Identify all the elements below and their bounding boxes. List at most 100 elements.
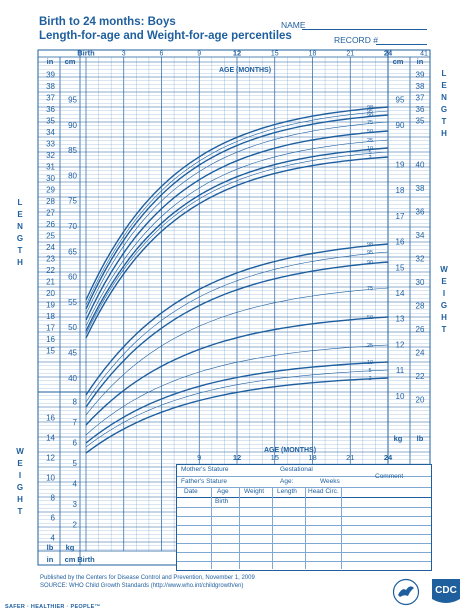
length-cm-tick: 95 <box>68 96 77 105</box>
record-table-row[interactable] <box>177 543 431 544</box>
side-title-weight-right: H <box>441 313 447 322</box>
length-in-tick: 25 <box>46 232 55 241</box>
length-in-tick: 23 <box>46 255 55 264</box>
weight-percentile-label: 5 <box>368 368 371 374</box>
length-percentile-label: 98 <box>367 105 373 111</box>
footer-tagline: SAFER · HEALTHIER · PEOPLE™ <box>5 604 101 610</box>
length-in-tick: 28 <box>46 197 55 206</box>
length-percentile-label: 5 <box>368 150 371 156</box>
length-in-tick: 34 <box>46 128 55 137</box>
length-in-tick: 22 <box>46 266 55 275</box>
side-title-weight-left: E <box>17 459 23 468</box>
length-in-tick: 19 <box>46 301 55 310</box>
bottom-age-tick: 9 <box>197 453 201 462</box>
birth-row-age: Birth <box>215 498 229 505</box>
cdc-logo-text: CDC <box>435 585 457 596</box>
weight-kg-tick: 7 <box>73 418 78 427</box>
bottom-birth-label: Birth <box>77 555 95 564</box>
side-title-weight-left: W <box>16 447 24 456</box>
top-axis-label: 9 <box>197 51 201 58</box>
unit-lb-label: lb <box>47 543 54 552</box>
weight-percentile-curve <box>85 344 389 436</box>
length-cm-tick: 60 <box>68 273 77 282</box>
weight-percentile-curve <box>85 251 389 403</box>
weight-kg-tick: 6 <box>73 439 78 448</box>
length-in-tick: 37 <box>46 94 55 103</box>
record-field[interactable] <box>376 44 427 45</box>
length-in-tick-right: 36 <box>416 105 425 114</box>
record-table-column-divider <box>239 488 240 569</box>
length-in-tick: 16 <box>46 335 55 344</box>
weight-kg-tick-right: 18 <box>396 186 405 195</box>
length-cm-tick: 45 <box>68 349 77 358</box>
gestational-age-label: Age: <box>280 478 294 485</box>
name-field[interactable] <box>302 29 427 30</box>
bottom-age-tick: 18 <box>308 453 316 462</box>
record-table-header: Date Age Weight Length Head Circ. <box>177 488 431 498</box>
unit-kg-label: kg <box>66 543 75 552</box>
bottom-age-tick: 12 <box>233 453 241 462</box>
side-title-length-right: E <box>441 81 447 90</box>
weight-lb-tick-right: 36 <box>416 208 425 217</box>
weight-lb-tick: 16 <box>46 414 55 423</box>
side-title-weight-right: G <box>441 301 447 310</box>
length-percentile-label: 10 <box>367 146 373 152</box>
length-percentile-curve <box>85 110 389 306</box>
age-axis-title-bottom: AGE (MONTHS) <box>264 447 316 454</box>
bottom-in-label: in <box>47 555 54 564</box>
chart-title-line1: Birth to 24 months: Boys <box>39 16 176 28</box>
weight-lb-tick-right: 30 <box>416 278 425 287</box>
side-title-weight-right: I <box>443 289 445 298</box>
weight-percentile-curve <box>85 369 389 448</box>
mothers-stature-label: Mother's Stature <box>181 466 229 473</box>
side-title-length-left: H <box>17 258 23 267</box>
weeks-label: Weeks <box>320 478 340 485</box>
unit-in-label-right: in <box>417 57 424 66</box>
weight-percentile-curve <box>85 287 389 416</box>
length-percentile-curve <box>85 106 389 301</box>
weight-lb-tick-right: 40 <box>416 161 425 170</box>
side-title-weight-left: G <box>17 483 23 492</box>
length-cm-tick-right: 95 <box>396 96 405 105</box>
length-percentile-label: 95 <box>367 109 373 115</box>
col-age: Age <box>217 488 229 495</box>
record-table-row[interactable] <box>177 507 431 508</box>
weight-percentile-label: 98 <box>367 242 373 248</box>
weight-kg-tick-right: 12 <box>396 340 405 349</box>
length-in-tick: 39 <box>46 71 55 80</box>
length-cm-tick: 55 <box>68 298 77 307</box>
record-table-row[interactable] <box>177 516 431 517</box>
weight-lb-tick-right: 24 <box>416 349 425 358</box>
unit-kg-label-right: kg <box>394 434 403 443</box>
length-in-tick: 29 <box>46 186 55 195</box>
length-cm-tick: 90 <box>68 121 77 130</box>
weight-kg-tick-right: 13 <box>396 315 405 324</box>
side-title-length-left: E <box>17 210 23 219</box>
chart-title-line2: Length-for-age and Weight-for-age percen… <box>39 30 292 42</box>
bottom-age-tick: 15 <box>271 453 279 462</box>
record-table-column-divider <box>211 488 212 569</box>
length-in-tick: 24 <box>46 243 55 252</box>
length-in-tick: 32 <box>46 151 55 160</box>
record-table-row[interactable] <box>177 561 431 562</box>
side-title-length-right: N <box>441 93 447 102</box>
top-axis-label: 18 <box>309 51 317 58</box>
weight-lb-tick-right: 28 <box>416 302 425 311</box>
record-table-row[interactable] <box>177 534 431 535</box>
side-title-length-left: T <box>18 246 23 255</box>
length-cm-tick: 80 <box>68 171 77 180</box>
weight-percentile-label: 2 <box>368 376 371 382</box>
side-title-length-right: H <box>441 129 447 138</box>
length-in-tick: 30 <box>46 174 55 183</box>
footer-source: SOURCE: WHO Child Growth Standards (http… <box>40 583 244 589</box>
side-title-length-right: T <box>442 117 447 126</box>
record-table-row[interactable] <box>177 552 431 553</box>
length-in-tick: 27 <box>46 209 55 218</box>
weight-lb-tick-right: 26 <box>416 325 425 334</box>
record-table-row[interactable] <box>177 525 431 526</box>
length-percentile-label: 90 <box>367 113 373 119</box>
age-axis-title-top: AGE (MONTHS) <box>219 67 271 74</box>
length-in-tick: 20 <box>46 289 55 298</box>
weight-kg-tick-right: 11 <box>396 366 405 375</box>
length-percentile-curve <box>85 156 389 339</box>
